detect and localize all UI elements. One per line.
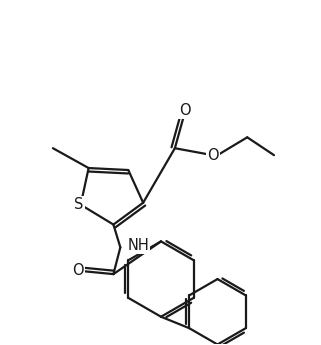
Text: S: S bbox=[74, 197, 83, 212]
Text: NH: NH bbox=[127, 238, 149, 253]
Text: O: O bbox=[179, 103, 191, 118]
Text: O: O bbox=[207, 148, 218, 162]
Text: O: O bbox=[72, 263, 83, 278]
